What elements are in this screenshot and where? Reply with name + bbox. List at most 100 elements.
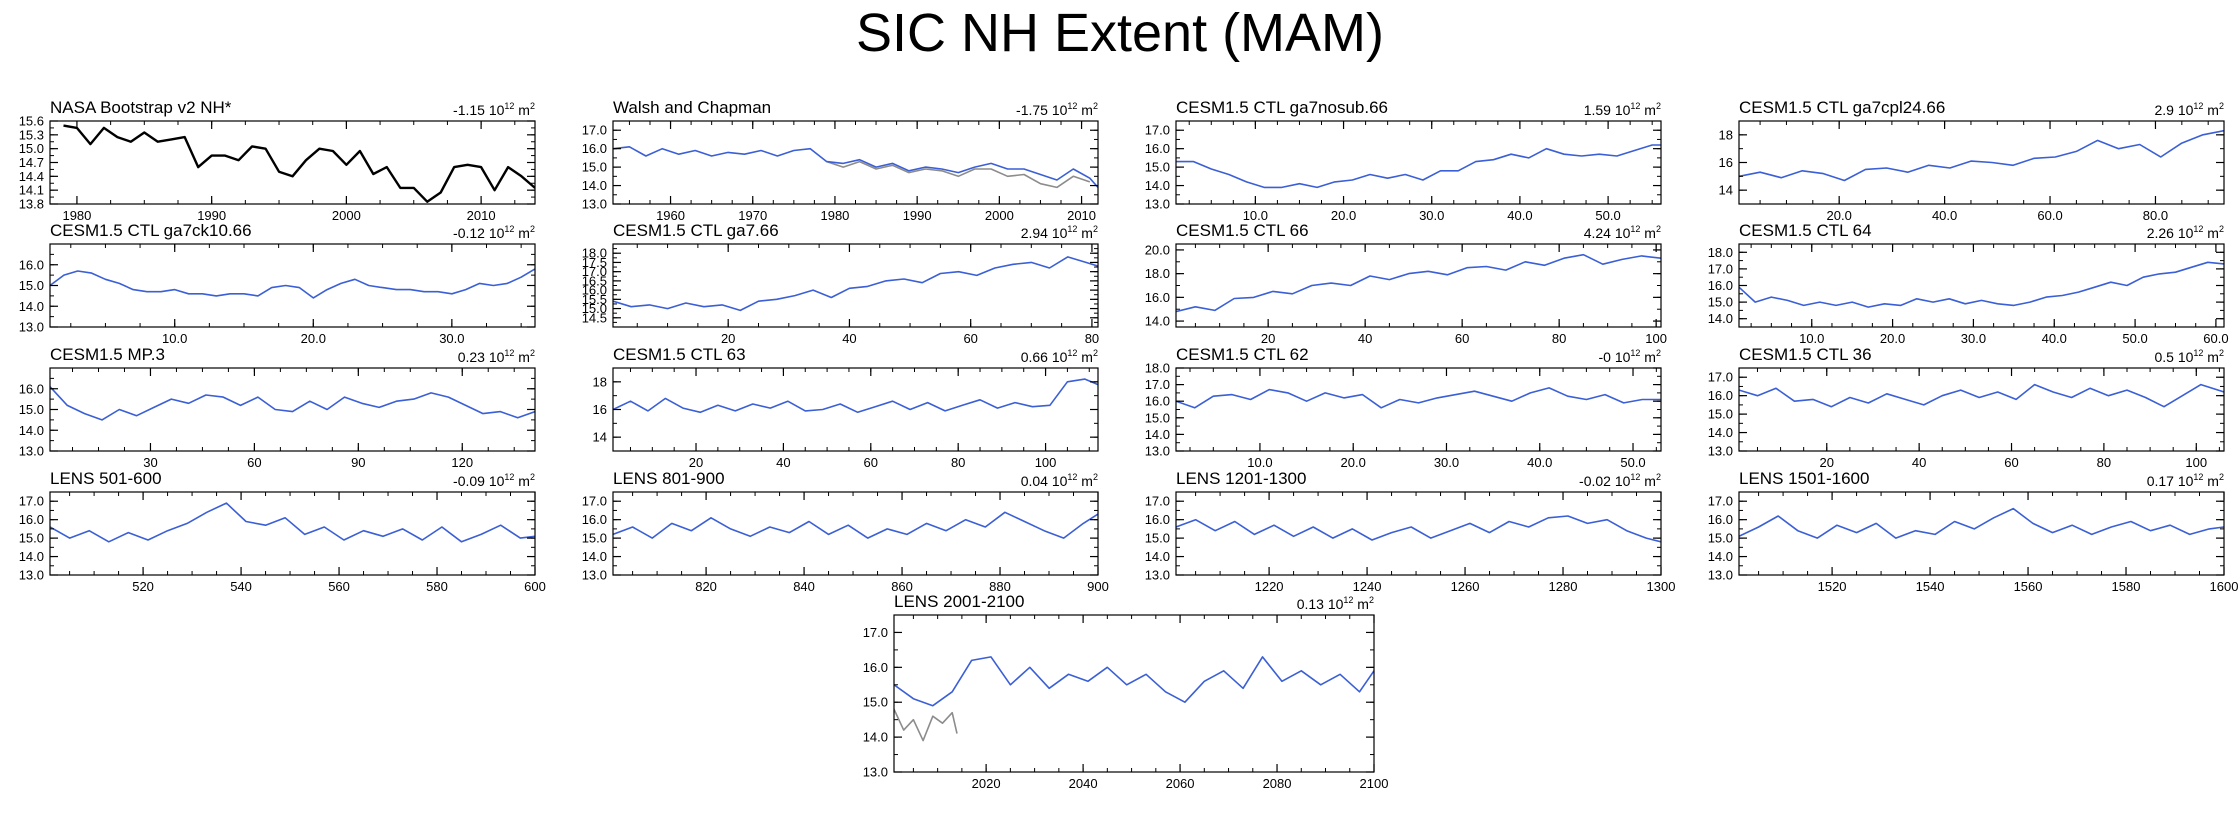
x-tick-label: 100	[1645, 331, 1667, 346]
y-tick-label: 14.0	[19, 423, 44, 438]
panel-trend: 2.9 1012 m2	[2154, 101, 2224, 118]
y-tick-label: 16.0	[863, 660, 888, 675]
series-model	[1176, 387, 1661, 409]
y-tick-label: 18.0	[1145, 266, 1170, 281]
x-tick-label: 120	[451, 455, 473, 470]
panel-5: CESM1.5 CTL ga7ck10.66 -0.12 1012 m2 10.0 2…	[19, 221, 536, 346]
plot-frame	[49, 367, 536, 452]
x-tick-label: 900	[1087, 579, 1109, 594]
y-tick-label: 16.0	[19, 381, 44, 396]
x-tick-label: 540	[230, 579, 252, 594]
y-tick-label: 17.0	[1708, 494, 1733, 509]
panel-title: CESM1.5 CTL 63	[613, 345, 746, 364]
x-tick-label: 40.0	[1507, 208, 1532, 223]
y-tick-label: 15.3	[19, 127, 44, 142]
y-tick-label: 16.0	[582, 141, 607, 156]
x-tick-label: 1980	[62, 208, 91, 223]
y-tick-label: 16	[1719, 155, 1733, 170]
x-tick-label: 60	[247, 455, 261, 470]
x-tick-label: 20	[689, 455, 703, 470]
x-tick-label: 20.0	[1880, 331, 1905, 346]
series-model	[613, 256, 1098, 312]
y-tick-label: 14.0	[19, 299, 44, 314]
y-tick-label: 13.0	[1708, 444, 1733, 459]
panel-3: CESM1.5 CTL ga7nosub.66 1.59 1012 m2 10.0 2…	[1145, 98, 1662, 223]
y-tick-label: 16.0	[582, 283, 607, 298]
panel-6: CESM1.5 CTL ga7.66 2.94 1012 m2 20 40 60 80 14…	[582, 221, 1099, 346]
y-tick-label: 14.0	[1145, 549, 1170, 564]
x-tick-label: 40	[1912, 455, 1926, 470]
panel-title: CESM1.5 CTL ga7.66	[613, 221, 779, 240]
x-tick-label: 10.0	[1799, 331, 1824, 346]
series-model	[1739, 507, 2224, 539]
x-tick-label: 1300	[1647, 579, 1676, 594]
x-tick-label: 80	[2097, 455, 2111, 470]
series-model	[894, 656, 1374, 707]
y-tick-label: 15.0	[863, 695, 888, 710]
panel-title: CESM1.5 CTL 64	[1739, 221, 1872, 240]
panel-title: LENS 501-600	[50, 469, 162, 488]
panel-title: Walsh and Chapman	[613, 98, 771, 117]
panel-8: CESM1.5 CTL 64 2.26 1012 m2 10.0 20.0 30.0 40…	[1708, 221, 2229, 346]
panel-trend: 2.26 1012 m2	[2147, 224, 2224, 241]
panel-9: CESM1.5 MP.3 0.23 1012 m2 30 60 90 120 13.0 14.…	[19, 345, 536, 470]
series-reference	[894, 708, 958, 742]
x-tick-label: 20.0	[301, 331, 326, 346]
x-tick-label: 80.0	[2143, 208, 2168, 223]
x-tick-label: 10.0	[1243, 208, 1268, 223]
x-tick-label: 1990	[903, 208, 932, 223]
x-tick-label: 30.0	[1434, 455, 1459, 470]
panel-trend: 0.5 1012 m2	[2154, 348, 2224, 365]
y-tick-label: 15.0	[19, 402, 44, 417]
plot-frame	[1738, 243, 2225, 328]
series-model	[50, 386, 535, 421]
y-tick-label: 15.0	[582, 160, 607, 175]
x-tick-label: 1240	[1353, 579, 1382, 594]
panel-title: LENS 2001-2100	[894, 592, 1024, 611]
x-tick-label: 1990	[197, 208, 226, 223]
y-tick-label: 16.0	[1145, 512, 1170, 527]
x-tick-label: 80	[1552, 331, 1566, 346]
x-tick-label: 10.0	[1247, 455, 1272, 470]
series-model	[50, 502, 535, 543]
y-tick-label: 13.0	[582, 568, 607, 583]
y-tick-label: 16.0	[1145, 141, 1170, 156]
panel-title: CESM1.5 CTL ga7nosub.66	[1176, 98, 1388, 117]
panel-trend: -0 1012 m2	[1598, 348, 1661, 365]
y-tick-label: 17.0	[1145, 123, 1170, 138]
plot-frame	[1175, 120, 1662, 205]
x-tick-label: 1600	[2210, 579, 2239, 594]
x-tick-label: 100	[2185, 455, 2207, 470]
y-tick-label: 17.0	[1708, 370, 1733, 385]
y-tick-label: 16.0	[1145, 290, 1170, 305]
y-tick-label: 13.0	[19, 568, 44, 583]
x-tick-label: 80	[1085, 331, 1099, 346]
panel-trend: 0.66 1012 m2	[1021, 348, 1098, 365]
series-model	[1739, 129, 2224, 182]
x-tick-label: 1540	[1916, 579, 1945, 594]
y-tick-label: 14.0	[1708, 549, 1733, 564]
panel-2: Walsh and Chapman -1.75 1012 m2 1960 1970 19…	[582, 98, 1099, 223]
panel-13: LENS 501-600 -0.09 1012 m2 520 540 560 580 600…	[19, 469, 546, 594]
x-tick-label: 60	[2004, 455, 2018, 470]
x-tick-label: 2060	[1166, 776, 1195, 791]
plot-frame	[1738, 367, 2225, 452]
y-tick-label: 17.0	[582, 494, 607, 509]
series-model	[1176, 253, 1661, 313]
y-tick-label: 14.4	[19, 169, 44, 184]
series-model	[1739, 261, 2224, 308]
x-tick-label: 40.0	[2042, 331, 2067, 346]
y-tick-label: 15.0	[19, 531, 44, 546]
x-tick-label: 2020	[972, 776, 1001, 791]
panel-trend: 0.04 1012 m2	[1021, 472, 1098, 489]
y-tick-label: 16	[593, 402, 607, 417]
panel-trend: -0.02 1012 m2	[1579, 472, 1661, 489]
y-tick-label: 15.6	[19, 114, 44, 129]
panel-17: LENS 2001-2100 0.13 1012 m2 2020 2040 2060 20…	[863, 592, 1389, 791]
y-tick-label: 20.0	[1145, 242, 1170, 257]
y-tick-label: 17.0	[1145, 377, 1170, 392]
y-tick-label: 15.0	[1145, 160, 1170, 175]
panel-title: CESM1.5 MP.3	[50, 345, 165, 364]
x-tick-label: 50.0	[1620, 455, 1645, 470]
